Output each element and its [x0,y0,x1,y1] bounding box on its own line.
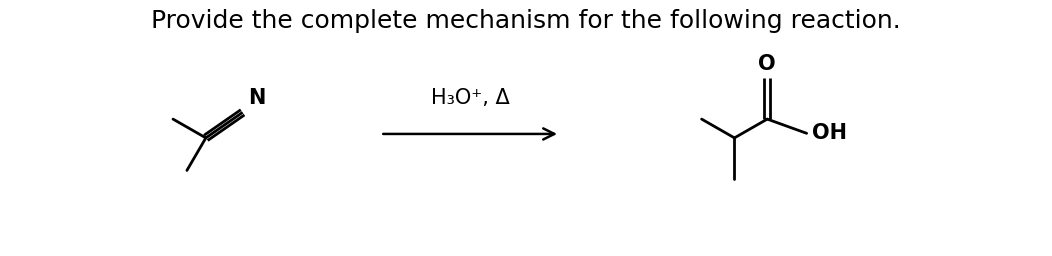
Text: OH: OH [812,123,847,143]
Text: N: N [248,88,266,108]
Text: H₃O⁺, Δ: H₃O⁺, Δ [430,88,509,108]
Text: O: O [758,54,776,73]
Text: Provide the complete mechanism for the following reaction.: Provide the complete mechanism for the f… [151,9,901,33]
